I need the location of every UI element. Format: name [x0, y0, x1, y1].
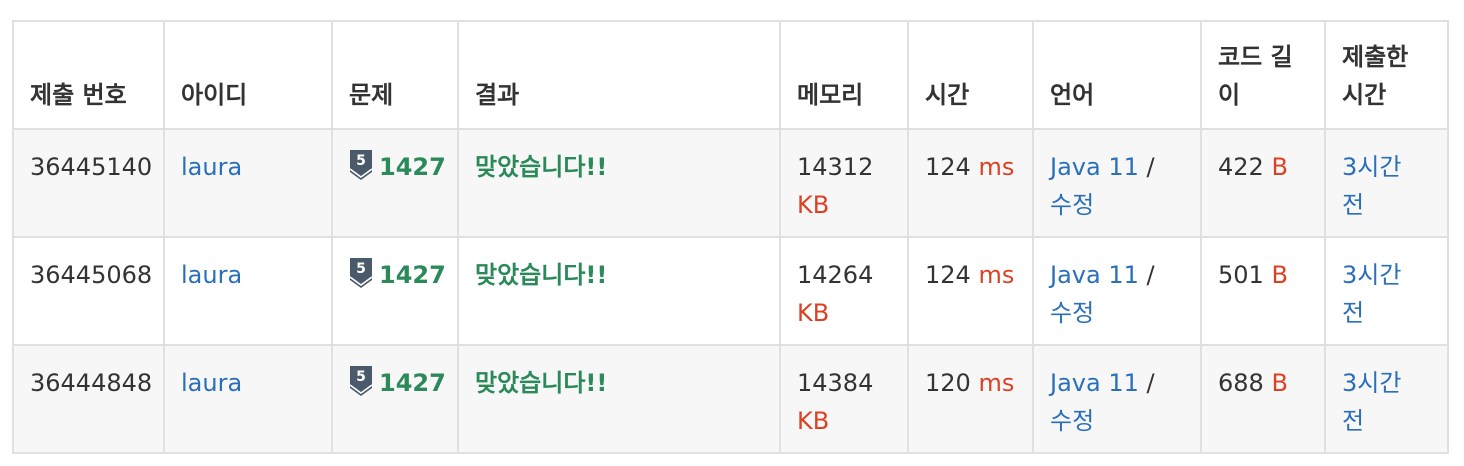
time-value: 120	[925, 369, 971, 397]
memory-cell: 14312 KB	[779, 128, 909, 238]
submitted-at-cell: 3시간 전	[1324, 236, 1449, 346]
code-length-unit: B	[1271, 369, 1288, 397]
tier-badge-number: 5	[356, 369, 366, 385]
submission-id: 36445068	[12, 236, 165, 346]
language-cell: Java 11 / 수정	[1032, 236, 1202, 346]
submitted-at-cell: 3시간 전	[1324, 128, 1449, 238]
time-cell: 120 ms	[907, 344, 1034, 454]
table-header-row: 제출 번호 아이디 문제 결과 메모리 시간 언어 코드 길이 제출한 시간	[12, 20, 1449, 130]
language-link[interactable]: Java 11	[1050, 261, 1139, 289]
memory-value: 14312	[797, 153, 874, 181]
time-cell: 124 ms	[907, 236, 1034, 346]
result-cell: 맞았습니다!!	[457, 344, 781, 454]
bronze-tier-badge-icon: 5	[349, 150, 373, 180]
header-user-id: 아이디	[163, 20, 333, 130]
code-length-value: 501	[1218, 261, 1264, 289]
submission-id: 36445140	[12, 128, 165, 238]
result-cell: 맞았습니다!!	[457, 236, 781, 346]
user-id-link[interactable]: laura	[181, 369, 243, 397]
problem-cell: 5 1427	[331, 128, 459, 238]
problem-cell: 5 1427	[331, 344, 459, 454]
result-accepted: 맞았습니다!!	[475, 369, 608, 397]
bronze-tier-badge-icon: 5	[349, 366, 373, 396]
header-time: 시간	[907, 20, 1034, 130]
header-memory: 메모리	[779, 20, 909, 130]
code-length-cell: 422 B	[1200, 128, 1326, 238]
language-separator: /	[1146, 153, 1155, 181]
table-row: 36445068 laura 5 1427 맞았습니다!! 14264 KB 12…	[12, 236, 1449, 346]
submission-id-value: 36445140	[30, 153, 153, 181]
user-id-cell: laura	[163, 236, 333, 346]
user-id-cell: laura	[163, 344, 333, 454]
bronze-tier-badge-icon: 5	[349, 258, 373, 288]
language-link[interactable]: Java 11	[1050, 369, 1139, 397]
status-table: 제출 번호 아이디 문제 결과 메모리 시간 언어 코드 길이 제출한 시간 3…	[12, 20, 1449, 454]
problem-link[interactable]: 1427	[379, 369, 446, 397]
user-id-link[interactable]: laura	[181, 261, 243, 289]
code-length-value: 422	[1218, 153, 1264, 181]
memory-unit: KB	[797, 299, 830, 327]
memory-unit: KB	[797, 191, 830, 219]
submission-id-value: 36444848	[30, 369, 153, 397]
memory-cell: 14264 KB	[779, 236, 909, 346]
submitted-at-cell: 3시간 전	[1324, 344, 1449, 454]
user-id-cell: laura	[163, 128, 333, 238]
code-length-cell: 688 B	[1200, 344, 1326, 454]
time-unit: ms	[978, 261, 1015, 289]
time-value: 124	[925, 261, 971, 289]
language-separator: /	[1146, 261, 1155, 289]
tier-badge-number: 5	[356, 153, 366, 169]
submission-id: 36444848	[12, 344, 165, 454]
problem-cell: 5 1427	[331, 236, 459, 346]
problem-link[interactable]: 1427	[379, 153, 446, 181]
time-cell: 124 ms	[907, 128, 1034, 238]
user-id-link[interactable]: laura	[181, 153, 243, 181]
submitted-at-link[interactable]: 3시간 전	[1342, 153, 1402, 219]
memory-unit: KB	[797, 407, 830, 435]
memory-cell: 14384 KB	[779, 344, 909, 454]
problem-link[interactable]: 1427	[379, 261, 446, 289]
tier-badge-number: 5	[356, 261, 366, 277]
header-language: 언어	[1032, 20, 1202, 130]
edit-link[interactable]: 수정	[1050, 407, 1095, 435]
language-separator: /	[1146, 369, 1155, 397]
code-length-cell: 501 B	[1200, 236, 1326, 346]
code-length-value: 688	[1218, 369, 1264, 397]
time-unit: ms	[978, 369, 1015, 397]
memory-value: 14384	[797, 369, 874, 397]
edit-link[interactable]: 수정	[1050, 299, 1095, 327]
code-length-unit: B	[1271, 261, 1288, 289]
memory-value: 14264	[797, 261, 874, 289]
result-accepted: 맞았습니다!!	[475, 153, 608, 181]
header-submitted-at: 제출한 시간	[1324, 20, 1449, 130]
header-submission-id: 제출 번호	[12, 20, 165, 130]
result-cell: 맞았습니다!!	[457, 128, 781, 238]
header-problem: 문제	[331, 20, 459, 130]
table-row: 36444848 laura 5 1427 맞았습니다!! 14384 KB 12…	[12, 344, 1449, 454]
table-row: 36445140 laura 5 1427 맞았습니다!! 14312 KB 12…	[12, 128, 1449, 238]
code-length-unit: B	[1271, 153, 1288, 181]
header-result: 결과	[457, 20, 781, 130]
time-unit: ms	[978, 153, 1015, 181]
language-cell: Java 11 / 수정	[1032, 344, 1202, 454]
time-value: 124	[925, 153, 971, 181]
edit-link[interactable]: 수정	[1050, 191, 1095, 219]
submission-id-value: 36445068	[30, 261, 153, 289]
submitted-at-link[interactable]: 3시간 전	[1342, 261, 1402, 327]
header-code-length: 코드 길이	[1200, 20, 1326, 130]
result-accepted: 맞았습니다!!	[475, 261, 608, 289]
language-link[interactable]: Java 11	[1050, 153, 1139, 181]
language-cell: Java 11 / 수정	[1032, 128, 1202, 238]
submitted-at-link[interactable]: 3시간 전	[1342, 369, 1402, 435]
